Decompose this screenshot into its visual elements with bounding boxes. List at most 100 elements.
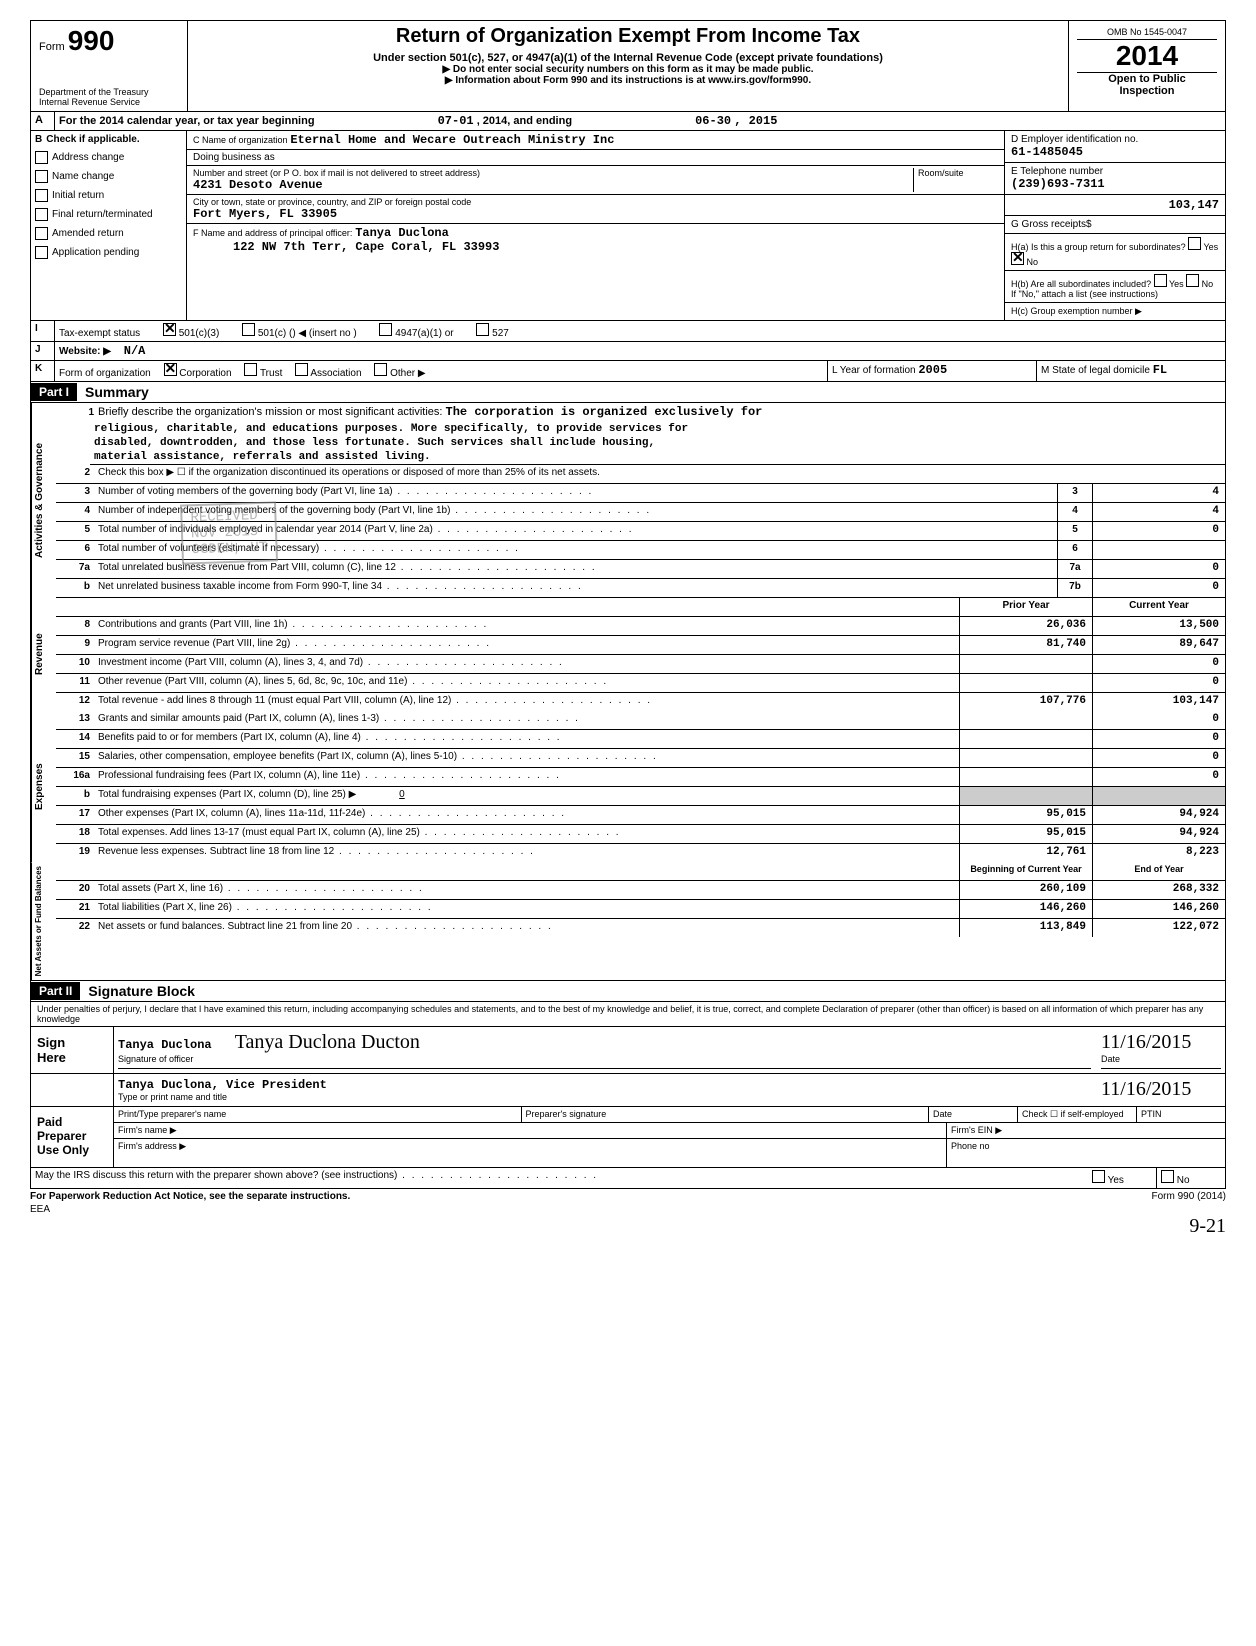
print-preparer-label: Print/Type preparer's name: [114, 1107, 522, 1122]
m-label: M State of legal domicile: [1041, 365, 1150, 376]
part-1-header: Part I Summary: [30, 382, 1226, 403]
firm-addr-label: Firm's address ▶: [114, 1139, 947, 1167]
sig-date-2: 11/16/2015: [1101, 1078, 1221, 1102]
checkbox-501c3[interactable]: [163, 323, 176, 336]
val-6: [1092, 541, 1225, 559]
checkbox-ha-yes[interactable]: [1188, 237, 1201, 250]
line-1-label: Briefly describe the organization's miss…: [98, 406, 442, 418]
website-value: N/A: [124, 344, 146, 358]
checkbox-corporation[interactable]: [164, 363, 177, 376]
firm-ein-label: Firm's EIN ▶: [947, 1123, 1225, 1138]
ha-label: H(a) Is this a group return for subordin…: [1011, 242, 1186, 252]
line-row: 10Investment income (Part VIII, column (…: [56, 655, 1225, 674]
checkbox-discuss-no[interactable]: [1161, 1170, 1174, 1183]
row-i-label: I: [31, 321, 55, 341]
org-name: Eternal Home and Wecare Outreach Ministr…: [290, 133, 614, 147]
use-only-label: Use Only: [37, 1143, 107, 1157]
expenses-section: Expenses 13Grants and similar amounts pa…: [30, 711, 1226, 862]
website-label: Website: ▶: [59, 346, 111, 357]
sig-officer-label: Signature of officer: [118, 1054, 1091, 1064]
checkbox-4947[interactable]: [379, 323, 392, 336]
row-a-mid: , 2014, and ending: [477, 115, 572, 127]
part-1-label: Part I: [31, 383, 77, 401]
revenue-vlabel: Revenue: [31, 598, 56, 711]
checkbox-final-return[interactable]: [35, 208, 48, 221]
val-7b: 0: [1092, 579, 1225, 597]
checkbox-hb-yes[interactable]: [1154, 274, 1167, 287]
right-info-column: D Employer identification no. 61-1485045…: [1005, 131, 1225, 320]
current-year-label: Current Year: [1092, 598, 1225, 616]
line-row: 8Contributions and grants (Part VIII, li…: [56, 617, 1225, 636]
end-year-label: End of Year: [1092, 862, 1225, 880]
street-label: Number and street (or P O. box if mail i…: [193, 168, 913, 178]
here-label: Here: [37, 1050, 107, 1065]
e-label: E Telephone number: [1011, 166, 1219, 177]
main-info-column: C Name of organization Eternal Home and …: [187, 131, 1005, 320]
checkbox-527[interactable]: [476, 323, 489, 336]
city-label: City or town, state or province, country…: [193, 197, 998, 207]
form-label: Form: [39, 41, 65, 53]
hb-note: If "No," attach a list (see instructions…: [1011, 289, 1158, 299]
check-initial-return: Initial return: [52, 190, 104, 201]
revenue-section: Revenue Prior Year Current Year 8Contrib…: [30, 598, 1226, 711]
check-pending: Application pending: [52, 247, 139, 258]
row-a-begin: 07-01: [438, 114, 474, 128]
form-instruction-1: ▶ Do not enter social security numbers o…: [196, 64, 1060, 75]
checkbox-other[interactable]: [374, 363, 387, 376]
form-title: Return of Organization Exempt From Incom…: [196, 25, 1060, 48]
paperwork-notice: For Paperwork Reduction Act Notice, see …: [30, 1191, 350, 1202]
check-amended: Amended return: [52, 228, 124, 239]
row-a-end-month: 06-30: [695, 114, 731, 128]
line-row: 9Program service revenue (Part VIII, lin…: [56, 636, 1225, 655]
checkbox-address-change[interactable]: [35, 151, 48, 164]
checkbox-501c[interactable]: [242, 323, 255, 336]
governance-section: Activities & Governance 1 Briefly descri…: [30, 403, 1226, 598]
hb-label: H(b) Are all subordinates included?: [1011, 279, 1151, 289]
form-number-cell: Form 990 Department of the Treasury Inte…: [31, 21, 188, 111]
form-title-column: Return of Organization Exempt From Incom…: [188, 21, 1069, 111]
form-instruction-2: ▶ Information about Form 990 and its ins…: [196, 75, 1060, 86]
checkbox-amended[interactable]: [35, 227, 48, 240]
d-label: D Employer identification no.: [1011, 134, 1219, 145]
tax-exempt-label: Tax-exempt status: [59, 328, 140, 339]
f-addr: 122 NW 7th Terr, Cape Coral, FL 33993: [233, 240, 499, 254]
line-3: Number of voting members of the governin…: [94, 484, 1057, 502]
irs-discuss-row: May the IRS discuss this return with the…: [30, 1168, 1226, 1189]
section-b: B Check if applicable. Address change Na…: [30, 131, 1226, 321]
line-row: 12Total revenue - add lines 8 through 11…: [56, 693, 1225, 711]
governance-vlabel: Activities & Governance: [31, 403, 56, 598]
f-name: Tanya Duclona: [355, 226, 449, 240]
type-print-label: Type or print name and title: [118, 1092, 1101, 1102]
street-value: 4231 Desoto Avenue: [193, 178, 913, 192]
line-row: 15Salaries, other compensation, employee…: [56, 749, 1225, 768]
checkbox-discuss-yes[interactable]: [1092, 1170, 1105, 1183]
checkbox-trust[interactable]: [244, 363, 257, 376]
checkbox-ha-no[interactable]: [1011, 252, 1024, 265]
form-footer-ref: Form 990 (2014): [1152, 1191, 1226, 1202]
mission-line-2: disabled, downtrodden, and those less fo…: [90, 436, 1225, 450]
netassets-vlabel: Net Assets or Fund Balances: [31, 862, 56, 980]
part-1-title: Summary: [77, 382, 157, 402]
row-j-label: J: [31, 342, 55, 360]
checkbox-pending[interactable]: [35, 246, 48, 259]
checkbox-name-change[interactable]: [35, 170, 48, 183]
checkbox-hb-no[interactable]: [1186, 274, 1199, 287]
val-4: 4: [1092, 503, 1225, 521]
part-2-label: Part II: [31, 982, 80, 1000]
check-applicable-label: Check if applicable.: [46, 134, 139, 145]
line-row: 22Net assets or fund balances. Subtract …: [56, 919, 1225, 937]
row-k: K Form of organization Corporation Trust…: [30, 361, 1226, 382]
phone-no-label: Phone no: [947, 1139, 1225, 1167]
form-org-label: Form of organization: [59, 368, 151, 379]
handwritten-footer: 9-21: [30, 1215, 1226, 1238]
line-row: 16aProfessional fundraising fees (Part I…: [56, 768, 1225, 787]
row-a-text: For the 2014 calendar year, or tax year …: [59, 115, 315, 127]
checkbox-association[interactable]: [295, 363, 308, 376]
check-self-employed: Check ☐ if self-employed: [1018, 1107, 1137, 1122]
room-label: Room/suite: [913, 168, 998, 192]
mission-line-3: material assistance, referrals and assis…: [90, 450, 1225, 465]
checkbox-initial-return[interactable]: [35, 189, 48, 202]
ptin-label: PTIN: [1137, 1107, 1225, 1122]
label-b: B: [35, 134, 42, 145]
val-7a: 0: [1092, 560, 1225, 578]
